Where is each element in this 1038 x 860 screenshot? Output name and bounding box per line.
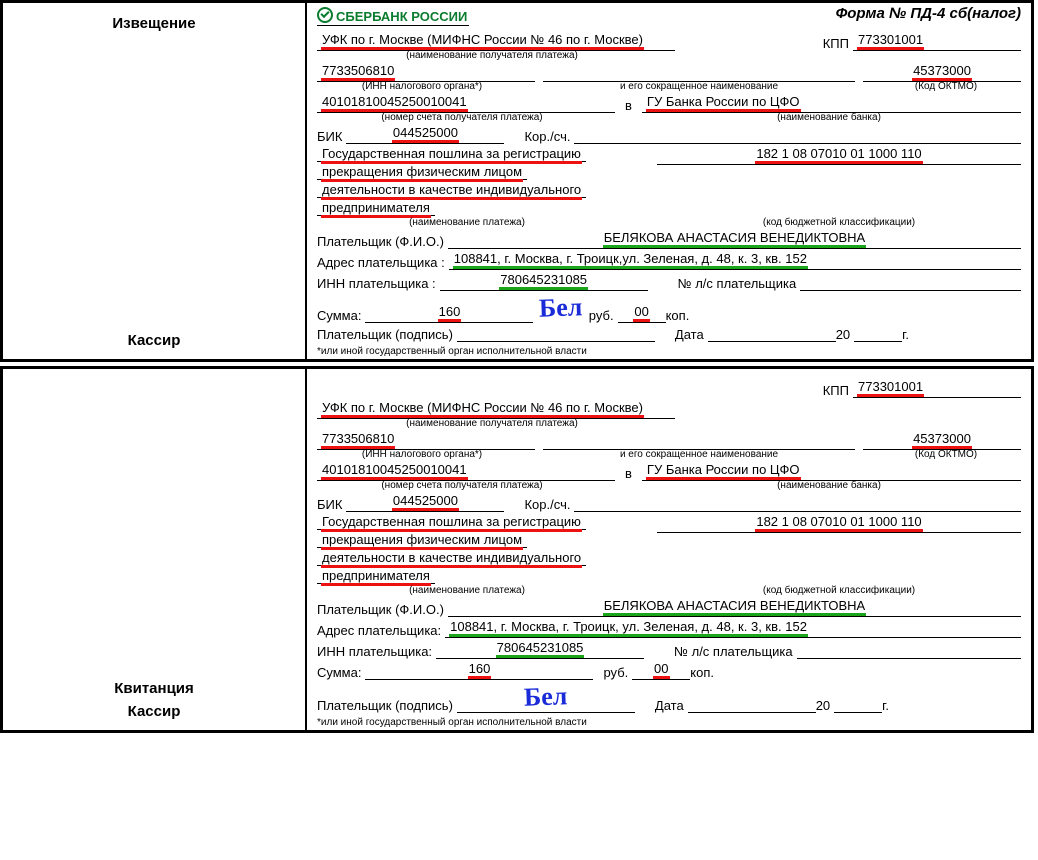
ufk-value-b: УФК по г. Москве (МИФНС России № 46 по г… bbox=[321, 400, 644, 418]
sum-rub: 160 bbox=[438, 304, 462, 322]
inn-value: 7733506810 bbox=[321, 63, 395, 81]
cap-bank-b: (наименование банка) bbox=[637, 480, 1021, 491]
ufk-value: УФК по г. Москве (МИФНС России № 46 по г… bbox=[321, 32, 644, 50]
main-top: СБЕРБАНК РОССИИ Форма № ПД-4 сб(налог) У… bbox=[307, 3, 1031, 359]
acct-value-b: 40101810045250010041 bbox=[321, 462, 468, 480]
receipt-label: Квитанция bbox=[13, 680, 295, 697]
pinn-label: ИНН плательщика : bbox=[317, 276, 440, 291]
oktmo-value: 45373000 bbox=[912, 63, 972, 81]
year-suffix-b: г. bbox=[882, 698, 893, 713]
payer-label-b: Плательщик (Ф.И.О.) bbox=[317, 602, 448, 617]
left-column-top: Извещение Кассир bbox=[3, 3, 307, 359]
sum-rub-b: 160 bbox=[468, 661, 492, 679]
cap-kbk: (код бюджетной классификации) bbox=[657, 217, 1021, 228]
sum-label-b: Сумма: bbox=[317, 665, 365, 680]
year-suffix: г. bbox=[902, 327, 913, 342]
bank-value-b: ГУ Банка России по ЦФО bbox=[646, 462, 801, 480]
left-column-bot: Квитанция Кассир bbox=[3, 369, 307, 730]
receipt-section: Квитанция Кассир КПП 773301001 УФК по г.… bbox=[0, 366, 1034, 733]
sum-kop-b: 00 bbox=[653, 661, 669, 679]
notice-section: Извещение Кассир СБЕРБАНК РОССИИ Форма №… bbox=[0, 0, 1034, 362]
cap-bank: (наименование банка) bbox=[637, 112, 1021, 123]
mid-txt: и его сокращенное наименование bbox=[535, 81, 863, 92]
acct-value: 40101810045250010041 bbox=[321, 94, 468, 112]
purpose-l1: Государственная пошлина за регистрацию bbox=[321, 146, 582, 164]
date-label: Дата bbox=[655, 327, 708, 342]
cap-kbk-b: (код бюджетной классификации) bbox=[657, 585, 1021, 596]
bank-value: ГУ Банка России по ЦФО bbox=[646, 94, 801, 112]
ls-label: № л/с плательщика bbox=[648, 276, 801, 291]
signature-overlay-icon: Бел bbox=[533, 292, 589, 324]
cap-recipient-b: (наименование получателя платежа) bbox=[317, 418, 667, 429]
payer-value: БЕЛЯКОВА АНАСТАСИЯ ВЕНЕДИКТОВНА bbox=[603, 230, 867, 248]
sign-label-b: Плательщик (подпись) bbox=[317, 698, 457, 713]
main-bot: КПП 773301001 УФК по г. Москве (МИФНС Ро… bbox=[307, 369, 1031, 730]
bik-label: БИК bbox=[317, 129, 346, 144]
year-label-b: 20 bbox=[816, 698, 834, 713]
kpp-value-b: 773301001 bbox=[857, 379, 924, 397]
cap-oktmo-b: (Код ОКТМО) bbox=[871, 449, 1021, 460]
payer-value-b: БЕЛЯКОВА АНАСТАСИЯ ВЕНЕДИКТОВНА bbox=[603, 598, 867, 616]
bik-value-b: 044525000 bbox=[392, 493, 459, 511]
inn-value-b: 7733506810 bbox=[321, 431, 395, 449]
kop-label-b: коп. bbox=[690, 665, 718, 680]
bik-value: 044525000 bbox=[392, 125, 459, 143]
purpose-l3-b: деятельности в качестве индивидуального bbox=[321, 550, 582, 568]
date-label-b: Дата bbox=[635, 698, 688, 713]
pinn-label-b: ИНН плательщика: bbox=[317, 644, 436, 659]
purpose-l4: предпринимателя bbox=[321, 200, 431, 218]
form-title: Форма № ПД-4 сб(налог) bbox=[836, 5, 1021, 22]
purpose-l4-b: предпринимателя bbox=[321, 568, 431, 586]
in-label-b: в bbox=[615, 466, 642, 481]
sum-kop: 00 bbox=[633, 304, 649, 322]
pinn-value-b: 780645231085 bbox=[496, 640, 585, 658]
cap-purpose: (наименование платежа) bbox=[317, 217, 617, 228]
kbk-value: 182 1 08 07010 01 1000 110 bbox=[755, 146, 922, 164]
ls-label-b: № л/с плательщика bbox=[644, 644, 797, 659]
payer-label: Плательщик (Ф.И.О.) bbox=[317, 234, 448, 249]
purpose-l2: прекращения физическим лицом bbox=[321, 164, 523, 182]
sberbank-logo: СБЕРБАНК РОССИИ bbox=[317, 7, 469, 26]
signature-b-icon: Бел bbox=[518, 681, 574, 713]
kpp-label: КПП bbox=[823, 36, 853, 51]
rub-label-b: руб. bbox=[593, 665, 632, 680]
sign-label: Плательщик (подпись) bbox=[317, 327, 457, 342]
purpose-l2-b: прекращения физическим лицом bbox=[321, 532, 523, 550]
cap-acct-b: (номер счета получателя платежа) bbox=[317, 480, 607, 491]
addr-label: Адрес плательщика : bbox=[317, 255, 449, 270]
pinn-value: 780645231085 bbox=[499, 272, 588, 290]
kop-label: коп. bbox=[666, 308, 694, 323]
addr-value: 108841, г. Москва, г. Троицк,ул. Зеленая… bbox=[453, 251, 808, 269]
addr-label-b: Адрес плательщика: bbox=[317, 623, 445, 638]
kor-label-b: Кор./сч. bbox=[504, 497, 574, 512]
cap-acct: (номер счета получателя платежа) bbox=[317, 112, 607, 123]
mid-txt-b: и его сокращенное наименование bbox=[535, 449, 863, 460]
kpp-label-b: КПП bbox=[823, 383, 853, 398]
bik-label-b: БИК bbox=[317, 497, 346, 512]
sum-label: Сумма: bbox=[317, 308, 365, 323]
purpose-l3: деятельности в качестве индивидуального bbox=[321, 182, 582, 200]
cap-inn: (ИНН налогового органа*) bbox=[317, 81, 527, 92]
kor-label: Кор./сч. bbox=[504, 129, 574, 144]
cap-inn-b: (ИНН налогового органа*) bbox=[317, 449, 527, 460]
cap-purpose-b: (наименование платежа) bbox=[317, 585, 617, 596]
in-label: в bbox=[615, 98, 642, 113]
footnote-b: *или иной государственный орган исполнит… bbox=[317, 717, 1021, 728]
rub-label: руб. bbox=[589, 308, 618, 323]
cap-recipient: (наименование получателя платежа) bbox=[317, 50, 667, 61]
oktmo-value-b: 45373000 bbox=[912, 431, 972, 449]
kbk-value-b: 182 1 08 07010 01 1000 110 bbox=[755, 514, 922, 532]
cap-oktmo: (Код ОКТМО) bbox=[871, 81, 1021, 92]
cashier-label: Кассир bbox=[13, 332, 295, 355]
cashier-label-bot: Кассир bbox=[13, 703, 295, 726]
addr-value-b: 108841, г. Москва, г. Троицк, ул. Зелена… bbox=[449, 619, 808, 637]
year-label: 20 bbox=[836, 327, 854, 342]
purpose-l1-b: Государственная пошлина за регистрацию bbox=[321, 514, 582, 532]
kpp-value: 773301001 bbox=[857, 32, 924, 50]
footnote: *или иной государственный орган исполнит… bbox=[317, 346, 1021, 357]
notice-label: Извещение bbox=[13, 9, 295, 32]
